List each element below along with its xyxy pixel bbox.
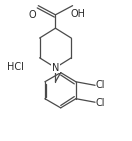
Text: O: O	[28, 10, 36, 20]
Text: Cl: Cl	[96, 98, 105, 108]
Text: N: N	[52, 63, 59, 73]
Text: HCl: HCl	[7, 62, 24, 72]
Text: OH: OH	[71, 9, 86, 19]
Text: Cl: Cl	[96, 80, 105, 90]
